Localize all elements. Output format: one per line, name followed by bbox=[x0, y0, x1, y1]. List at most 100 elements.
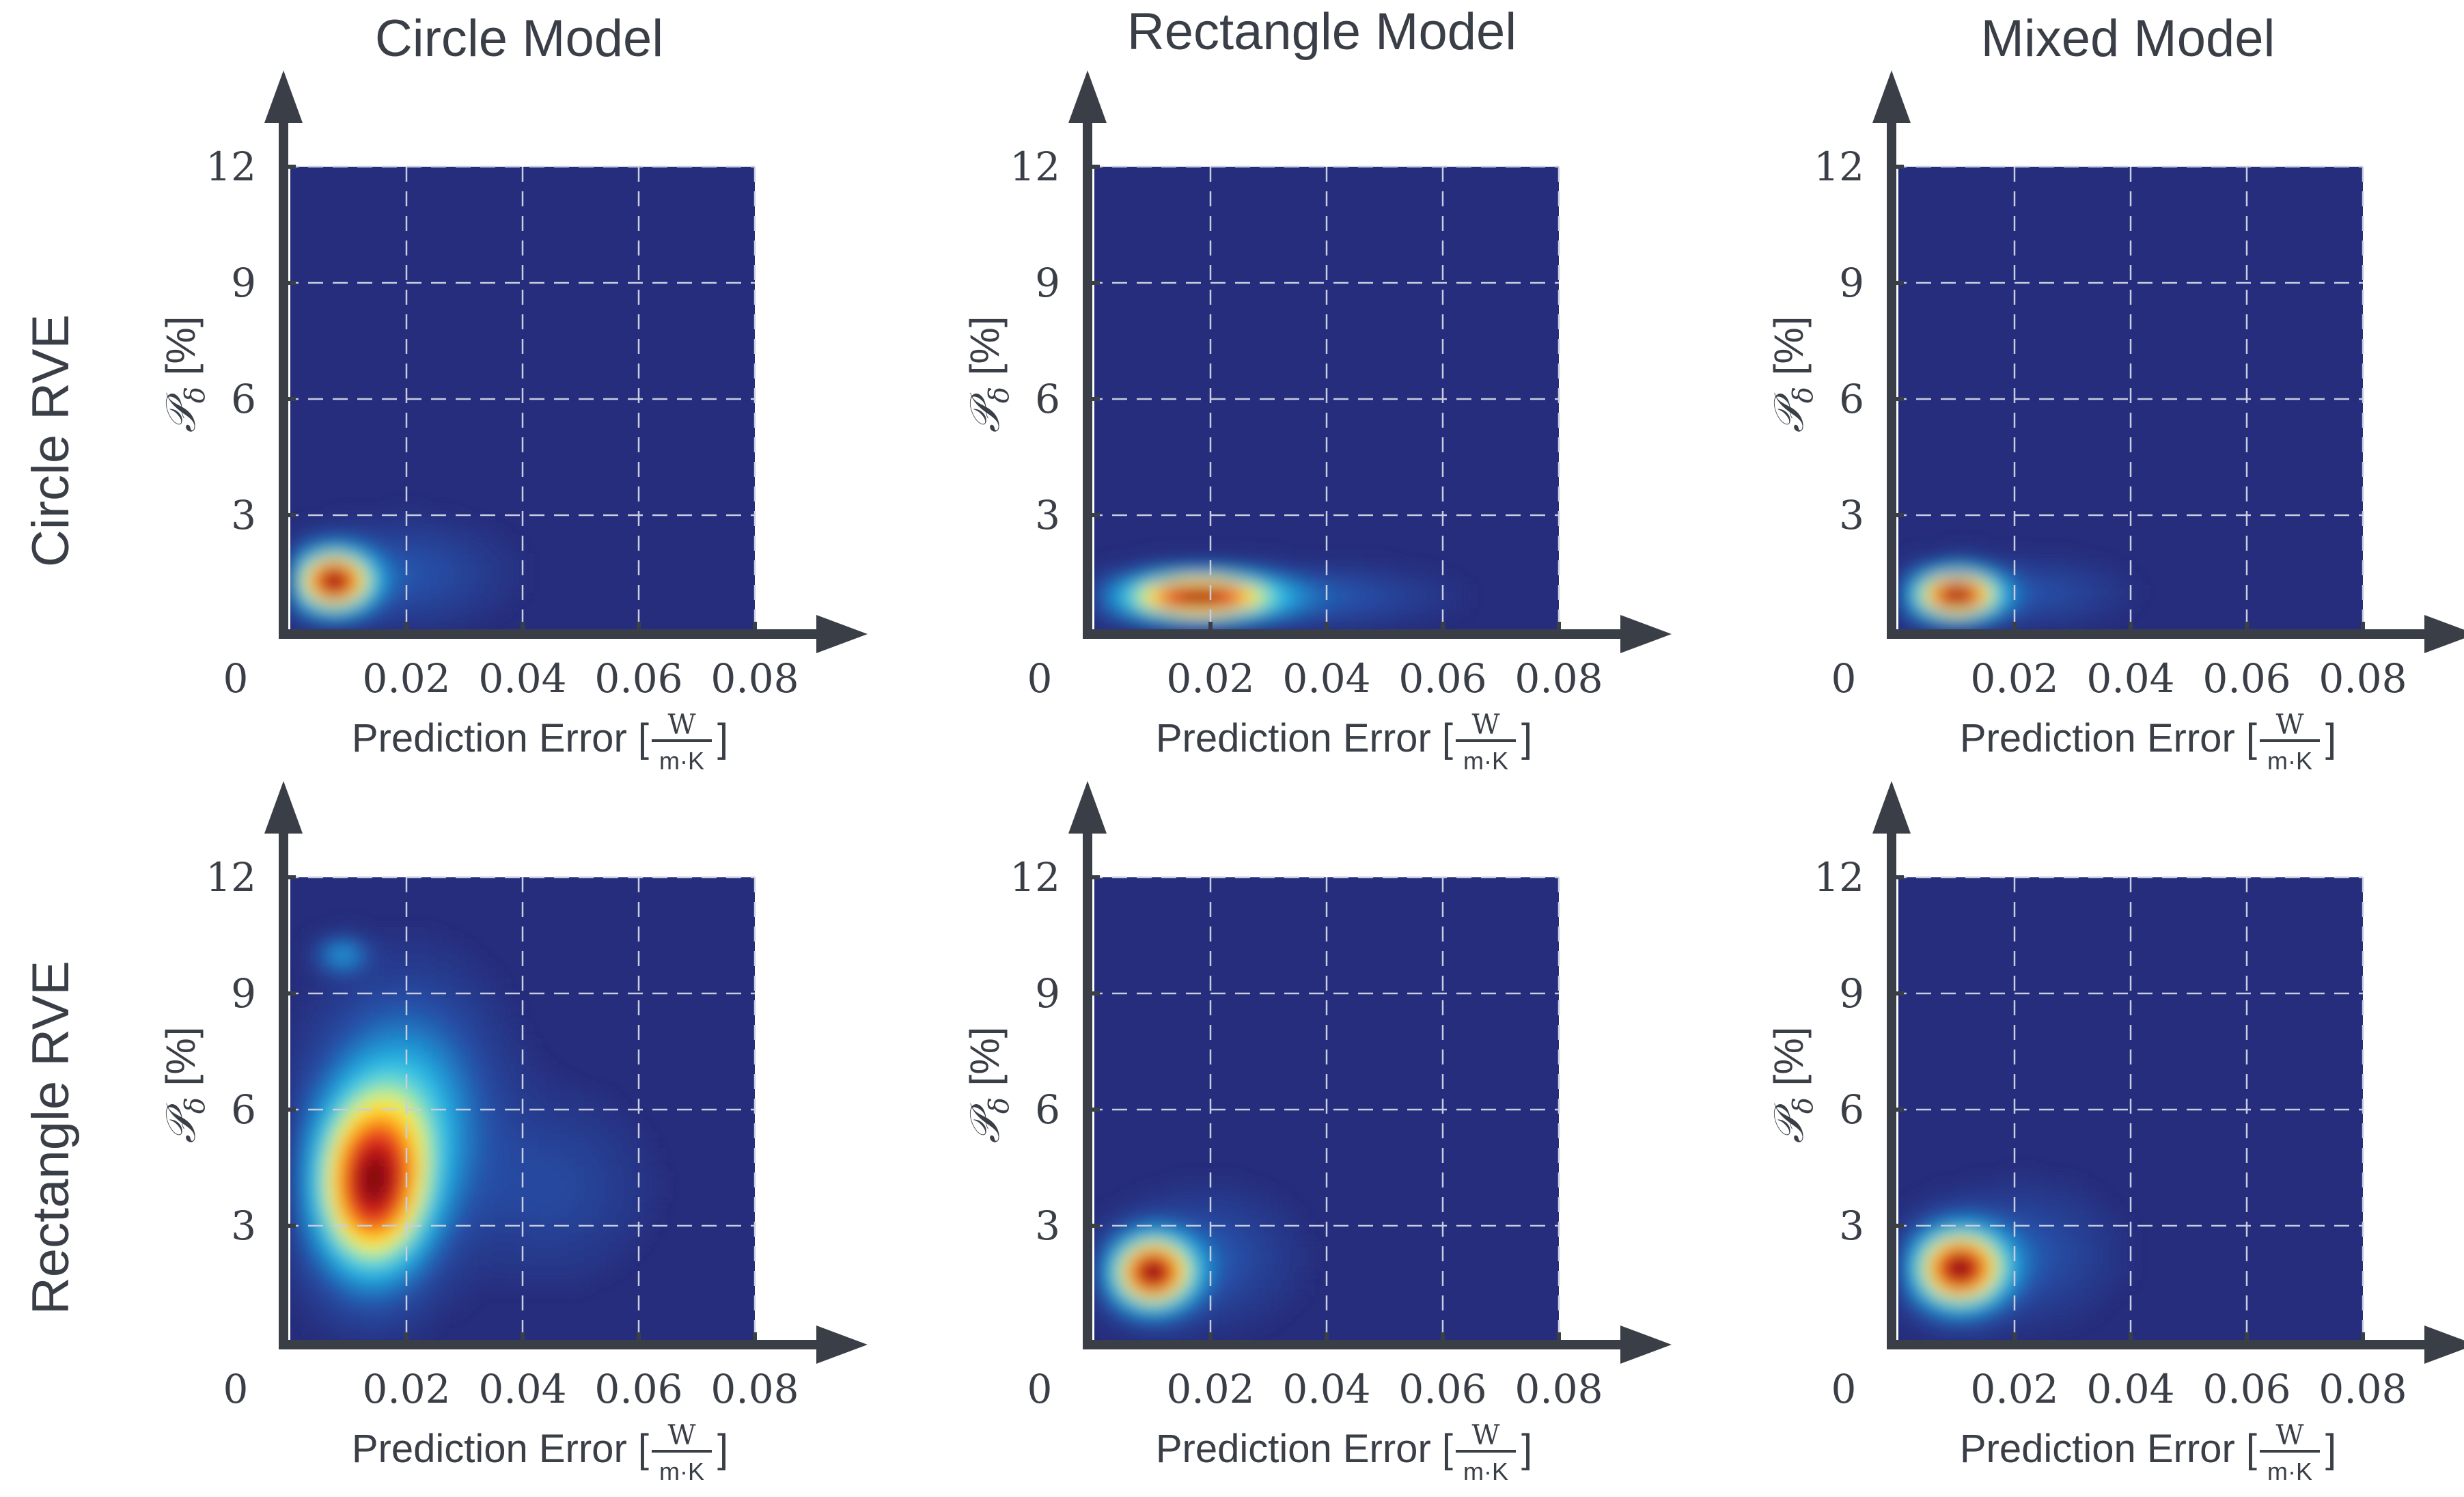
density-cell bbox=[1133, 1295, 1141, 1304]
density-cell bbox=[553, 1248, 562, 1257]
density-cell bbox=[1241, 1218, 1250, 1226]
x-axis-label-bracket: ] bbox=[2325, 1427, 2336, 1471]
density-cell bbox=[290, 607, 299, 616]
density-cell bbox=[1975, 1179, 1984, 1187]
density-cell bbox=[2107, 1272, 2116, 1280]
density-cell bbox=[383, 1209, 391, 1219]
density-cell bbox=[320, 1000, 330, 1010]
density-cell bbox=[329, 1055, 337, 1064]
density-cell bbox=[1326, 600, 1335, 609]
density-cell bbox=[1101, 1256, 1111, 1265]
density-cell bbox=[1148, 1225, 1157, 1234]
density-cell bbox=[367, 1039, 376, 1048]
density-cell bbox=[1163, 1287, 1172, 1296]
density-cell bbox=[468, 1256, 477, 1265]
density-cell bbox=[2060, 1295, 2069, 1304]
density-cell bbox=[491, 1101, 500, 1110]
density-cell bbox=[1357, 600, 1366, 609]
density-cell bbox=[1117, 1256, 1126, 1265]
density-cell bbox=[1249, 553, 1258, 562]
density-cell bbox=[452, 584, 461, 593]
density-cell bbox=[313, 1140, 322, 1149]
density-cell bbox=[290, 1155, 299, 1164]
density-cell bbox=[329, 954, 337, 963]
density-cell bbox=[437, 1202, 446, 1211]
density-cell bbox=[421, 1302, 430, 1312]
density-cell bbox=[336, 1186, 345, 1196]
density-cell bbox=[1117, 584, 1126, 593]
density-cell bbox=[584, 1155, 593, 1164]
density-cell bbox=[599, 1179, 609, 1187]
density-cell bbox=[514, 1086, 523, 1095]
density-cell bbox=[375, 1101, 384, 1110]
density-cell bbox=[514, 1101, 523, 1110]
density-cell bbox=[352, 1179, 361, 1187]
density-cell bbox=[1133, 1241, 1141, 1250]
density-cell bbox=[2014, 1279, 2023, 1289]
density-cell bbox=[352, 1310, 361, 1319]
density-cell bbox=[390, 592, 400, 601]
density-cell bbox=[1179, 1202, 1188, 1211]
density-cell bbox=[1998, 1295, 2008, 1304]
density-cell bbox=[2114, 607, 2124, 616]
density-cell bbox=[475, 1163, 484, 1172]
density-cell bbox=[1171, 1318, 1180, 1327]
density-cell bbox=[483, 1055, 493, 1064]
density-cell bbox=[1217, 1225, 1227, 1234]
density-cell bbox=[615, 1155, 624, 1164]
density-cell bbox=[1952, 1287, 1961, 1296]
density-cell bbox=[375, 584, 384, 593]
density-cell bbox=[2053, 568, 2062, 578]
density-cell bbox=[1450, 592, 1459, 601]
density-cell bbox=[1998, 600, 2008, 609]
density-cell bbox=[1226, 1218, 1234, 1226]
density-cell bbox=[1928, 577, 1938, 586]
density-cell bbox=[1967, 623, 1976, 631]
density-cell bbox=[1148, 1264, 1157, 1273]
density-cell bbox=[421, 1326, 430, 1335]
density-cell bbox=[2060, 561, 2069, 570]
density-cell bbox=[313, 1039, 322, 1048]
density-cell bbox=[297, 1256, 307, 1265]
density-cell bbox=[1187, 592, 1195, 601]
density-cell bbox=[452, 553, 461, 562]
density-cell bbox=[1998, 623, 2008, 631]
density-cell bbox=[1249, 1295, 1258, 1304]
density-cell bbox=[622, 1132, 632, 1141]
density-cell bbox=[1249, 615, 1258, 624]
density-cell bbox=[483, 1008, 493, 1017]
density-cell bbox=[538, 1163, 546, 1172]
density-cell bbox=[1187, 1179, 1195, 1187]
density-cell bbox=[2091, 1218, 2101, 1226]
density-cell bbox=[2030, 1241, 2038, 1250]
density-cell bbox=[1256, 584, 1265, 593]
density-cell bbox=[413, 1155, 423, 1164]
density-cell bbox=[1117, 1302, 1126, 1312]
density-cell bbox=[538, 1132, 546, 1141]
density-cell bbox=[329, 931, 337, 940]
density-cell bbox=[320, 1078, 330, 1087]
density-cell bbox=[329, 1086, 337, 1095]
density-cell bbox=[452, 1194, 461, 1203]
density-cell bbox=[568, 1248, 577, 1257]
density-cell bbox=[1913, 1225, 1922, 1234]
density-cell bbox=[2030, 1225, 2038, 1234]
density-cell bbox=[329, 1233, 337, 1242]
density-cell bbox=[1898, 623, 1907, 631]
density-cell bbox=[383, 1101, 391, 1110]
density-cell bbox=[352, 1116, 361, 1126]
density-cell bbox=[1905, 1295, 1915, 1304]
density-cell bbox=[468, 1248, 477, 1257]
density-cell bbox=[1435, 607, 1443, 616]
density-cell bbox=[421, 1140, 430, 1149]
density-cell bbox=[2053, 1264, 2062, 1273]
density-cell bbox=[638, 1194, 647, 1203]
density-cell bbox=[1380, 615, 1389, 624]
density-cell bbox=[1287, 592, 1297, 601]
density-cell bbox=[344, 615, 353, 624]
density-cell bbox=[406, 1248, 415, 1257]
density-cell bbox=[359, 1326, 368, 1335]
density-cell bbox=[383, 1032, 391, 1041]
density-cell bbox=[367, 1062, 376, 1071]
density-cell bbox=[1241, 1233, 1250, 1242]
